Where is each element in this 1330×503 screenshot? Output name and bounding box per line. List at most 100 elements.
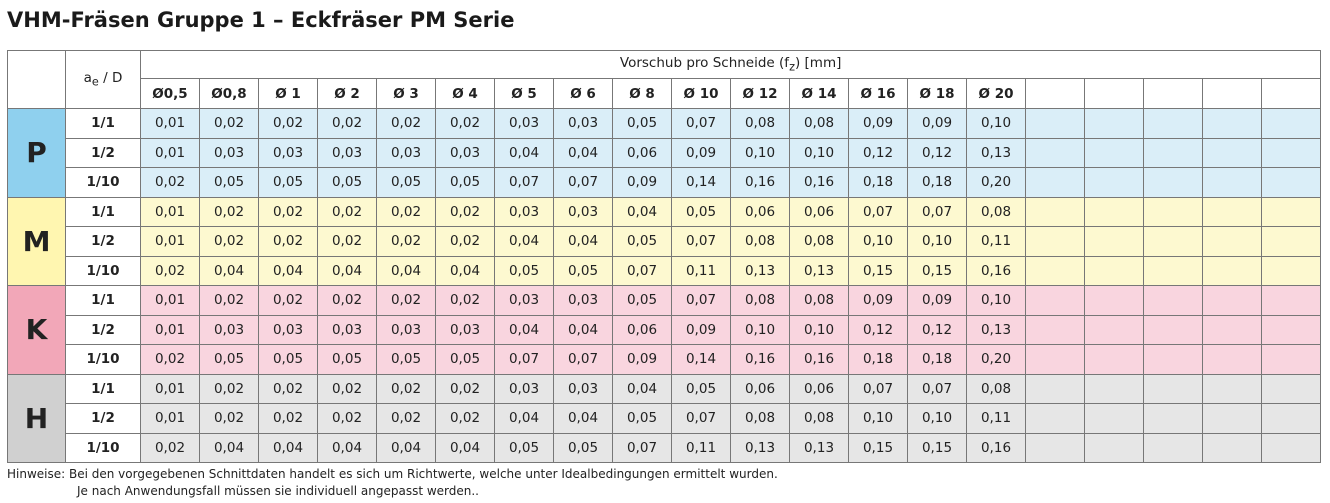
value-cell: 0,03 [376,314,436,345]
value-cell: 0,02 [199,373,259,404]
diameter-header: Ø 10 [671,78,731,109]
empty-cell [1143,373,1203,404]
value-cell: 0,03 [494,373,554,404]
empty-cell [1260,196,1322,227]
value-cell: 0,04 [494,137,554,168]
value-cell: 0,07 [612,255,672,286]
value-cell: 0,02 [435,403,495,434]
value-cell: 0,03 [199,314,259,345]
empty-cell [1084,403,1144,434]
empty-cell [1260,432,1322,463]
value-cell: 0,13 [966,314,1026,345]
ratio-header-rest: / D [98,70,123,87]
header-row: ae / D Vorschub pro Schneide (fz) [mm] [7,50,1322,109]
value-cell: 0,02 [376,196,436,227]
empty-cell [1260,78,1322,109]
value-cell: 0,02 [199,285,259,316]
empty-cell [1143,432,1203,463]
diameter-header: Ø 8 [612,78,672,109]
ratio-header-sub: e [91,75,99,89]
value-cell: 0,15 [848,255,908,286]
ratio-cell: 1/2 [65,226,141,257]
value-cell: 0,14 [671,167,731,198]
value-cell: 0,03 [553,108,613,139]
value-cell: 0,01 [140,226,200,257]
note-line: Hinweise: Bei den vorgegebenen Schnittda… [7,466,778,483]
empty-cell [1025,314,1085,345]
ratio-cell: 1/10 [65,432,141,463]
empty-cell [1202,226,1262,257]
value-cell: 0,02 [258,285,318,316]
feed-header-text: ) [mm] [794,55,842,72]
value-cell: 0,02 [317,403,377,434]
value-cell: 0,05 [553,255,613,286]
material-cell: K [7,285,66,375]
data-row: P 1/1 0,01 0,02 0,02 0,02 0,02 0,02 0,03 0,03 0,05… [7,108,1322,198]
value-cell: 0,18 [907,167,967,198]
data-row: 1/10 0,02 0,04 0,04 0,04 0,04 0,04 0,05 0,05 0,07… [8,255,1322,286]
value-cell: 0,18 [907,344,967,375]
value-cell: 0,03 [435,314,495,345]
value-cell: 0,04 [435,432,495,463]
value-cell: 0,01 [140,403,200,434]
value-cell: 0,07 [671,285,731,316]
diameter-header: Ø 2 [317,78,377,109]
diameter-header: Ø 4 [435,78,495,109]
empty-cell [1143,167,1203,198]
value-cell: 0,11 [671,432,731,463]
value-cell: 0,01 [140,285,200,316]
empty-cell [1025,78,1085,109]
empty-cell [1202,137,1262,168]
empty-cell [1260,403,1322,434]
value-cell: 0,05 [435,344,495,375]
note-label: Hinweise: [7,467,66,481]
note-line: Je nach Anwendungsfall müssen sie indivi… [7,483,778,500]
diameter-header: Ø 12 [730,78,790,109]
value-cell: 0,09 [907,108,967,139]
value-cell: 0,03 [199,137,259,168]
empty-cell [1025,167,1085,198]
value-cell: 0,06 [789,373,849,404]
value-cell: 0,05 [612,226,672,257]
ratio-cell: 1/10 [65,167,141,198]
value-cell: 0,09 [848,285,908,316]
value-cell: 0,05 [317,344,377,375]
value-cell: 0,08 [789,226,849,257]
value-cell: 0,07 [848,196,908,227]
empty-cell [1143,196,1203,227]
notes: Hinweise: Bei den vorgegebenen Schnittda… [7,466,778,500]
value-cell: 0,04 [435,255,495,286]
diameter-header: Ø 16 [848,78,908,109]
empty-cell [1084,344,1144,375]
value-cell: 0,02 [258,196,318,227]
value-cell: 0,06 [730,373,790,404]
diameter-header: Ø 1 [258,78,318,109]
empty-cell [1260,373,1322,404]
value-cell: 0,15 [907,255,967,286]
empty-cell [1143,255,1203,286]
value-cell: 0,07 [553,167,613,198]
value-cell: 0,08 [730,226,790,257]
value-cell: 0,04 [553,314,613,345]
data-row: 1/10 0,02 0,05 0,05 0,05 0,05 0,05 0,07 0,07 0,09… [8,344,1322,375]
value-cell: 0,09 [848,108,908,139]
value-cell: 0,07 [494,344,554,375]
value-cell: 0,10 [966,285,1026,316]
value-cell: 0,08 [789,108,849,139]
ratio-cell: 1/1 [65,373,141,404]
ratio-cell: 1/1 [65,196,141,227]
value-cell: 0,05 [199,344,259,375]
value-cell: 0,02 [258,403,318,434]
material-cell: P [7,108,66,198]
empty-cell [1025,196,1085,227]
empty-cell [1202,108,1262,139]
empty-cell [1084,137,1144,168]
value-cell: 0,11 [966,403,1026,434]
ratio-cell: 1/10 [65,255,141,286]
value-cell: 0,16 [730,344,790,375]
value-cell: 0,12 [907,314,967,345]
value-cell: 0,05 [435,167,495,198]
value-cell: 0,15 [907,432,967,463]
value-cell: 0,02 [199,196,259,227]
value-cell: 0,04 [317,255,377,286]
